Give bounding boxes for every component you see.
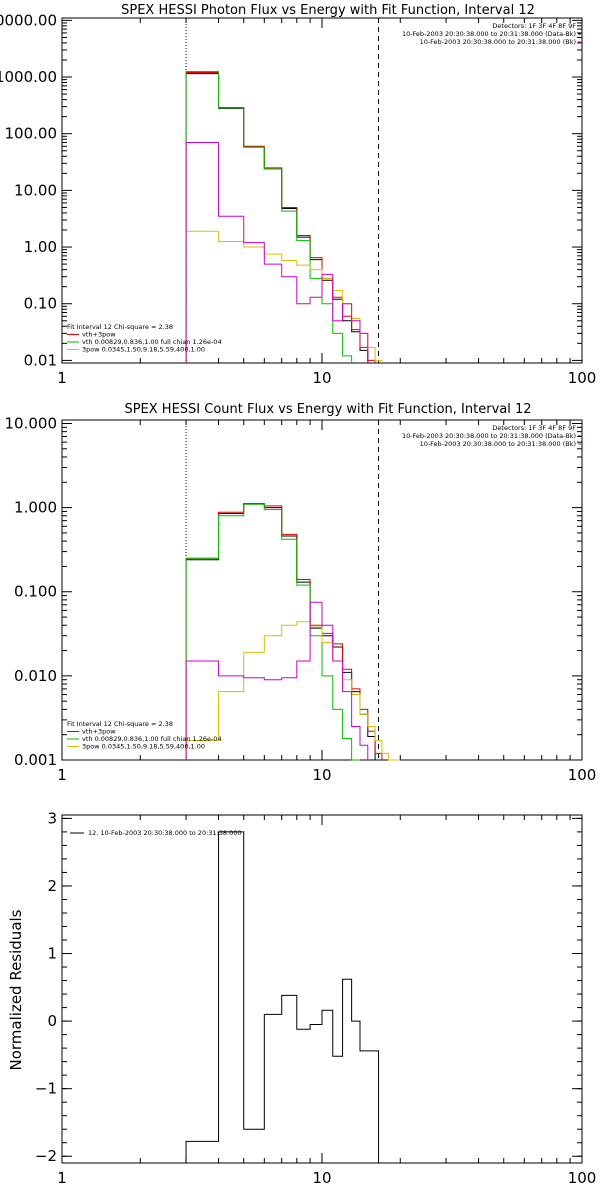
count-legend-entry: 3pow 0.0345,1.50,9.18,5.59,400,1.00 [82, 743, 205, 751]
photon-y-tick-label: 0.10 [24, 295, 57, 313]
photon-y-tick-label: 0.01 [24, 351, 57, 369]
photon-info-line: 10-Feb-2003 20:30:38.000 to 20:31:38.000… [402, 30, 576, 38]
count-y-tick-label: 1.000 [14, 499, 57, 517]
count-x-tick-label: 1 [57, 766, 67, 784]
count-series-2-step-line [185, 503, 360, 761]
photon-legend-entry: vth+3pow [82, 331, 116, 339]
residuals-x-tick-label: 100 [568, 1169, 597, 1187]
photon-info-line: Detectors: 1F 3F 4F 8F 9F [492, 22, 576, 30]
count-legend-entry: vth 0.00829,0.836,1.00 full chian 1.26e-… [82, 735, 222, 743]
photon-legend-entry: vth 0.00829,0.836,1.00 full chian 1.26e-… [82, 338, 222, 346]
count-info-line: 10-Feb-2003 20:30:38.000 to 20:31:38.000… [420, 440, 576, 448]
photon-info-line: 10-Feb-2003 20:30:38.000 to 20:31:38.000… [420, 38, 576, 46]
photon-x-tick-label: 10 [312, 369, 331, 387]
count-series-4-step-line [185, 601, 369, 760]
residuals-y-tick-label: −2 [35, 1147, 57, 1165]
count-info-line: Detectors: 1F 3F 4F 8F 9F [492, 424, 576, 432]
residuals-y-tick-label: −1 [35, 1080, 57, 1098]
count-info-line: 10-Feb-2003 20:30:38.000 to 20:31:38.000… [402, 432, 576, 440]
count-y-tick-label: 0.100 [14, 583, 57, 601]
photon-y-tick-label: 1000.00 [0, 68, 57, 86]
photon-x-tick-label: 1 [57, 369, 67, 387]
residuals-y-tick-label: 0 [47, 1012, 57, 1030]
count-legend-entry: Fit Interval 12 Chi-square = 2.38 [67, 720, 173, 728]
count-x-tick-label: 100 [568, 766, 597, 784]
photon-y-tick-label: 1.00 [24, 238, 57, 256]
residuals-legend-entry: 12. 10-Feb-2003 20:30:38.000 to 20:31:38… [88, 829, 241, 837]
count-chart-title: SPEX HESSI Count Flux vs Energy with Fit… [124, 402, 531, 417]
photon-y-tick-label: 10000.00 [0, 11, 57, 29]
residuals-series-0-step-line [185, 831, 380, 1163]
photon-legend-entry: 3pow 0.0345,1.50,9.18,5.59,400,1.00 [82, 346, 205, 354]
count-y-tick-label: 0.001 [14, 751, 57, 769]
photon-y-tick-label: 100.00 [5, 125, 58, 143]
photon-chart-title: SPEX HESSI Photon Flux vs Energy with Fi… [121, 3, 535, 18]
photon-x-tick-label: 100 [568, 369, 597, 387]
residuals-panel: Normalized Residuals 1 10 100 −2 −1 0 1 2 3 12. 1… [7, 809, 596, 1187]
photon-series-4-step-line [185, 141, 369, 363]
residuals-y-axis-label: Normalized Residuals [7, 909, 25, 1070]
residuals-x-tick-label: 1 [57, 1169, 67, 1187]
count-legend-entry: vth+3pow [82, 728, 116, 736]
photon-legend-entry: Fit Interval 12 Chi-square = 2.38 [67, 323, 173, 331]
residuals-y-tick-label: 3 [47, 809, 57, 827]
count-y-tick-label: 0.010 [14, 667, 57, 685]
photon-flux-panel: SPEX HESSI Photon Flux vs Energy with Fi… [0, 3, 596, 387]
count-y-tick-label: 10.000 [5, 414, 58, 432]
residuals-x-tick-label: 10 [312, 1169, 331, 1187]
residuals-y-tick-label: 1 [47, 945, 57, 963]
count-flux-panel: SPEX HESSI Count Flux vs Energy with Fit… [5, 402, 597, 784]
residuals-y-tick-label: 2 [47, 877, 57, 895]
photon-y-tick-label: 10.00 [14, 181, 57, 199]
count-x-tick-label: 10 [312, 766, 331, 784]
photon-series-2-step-line [185, 71, 353, 363]
